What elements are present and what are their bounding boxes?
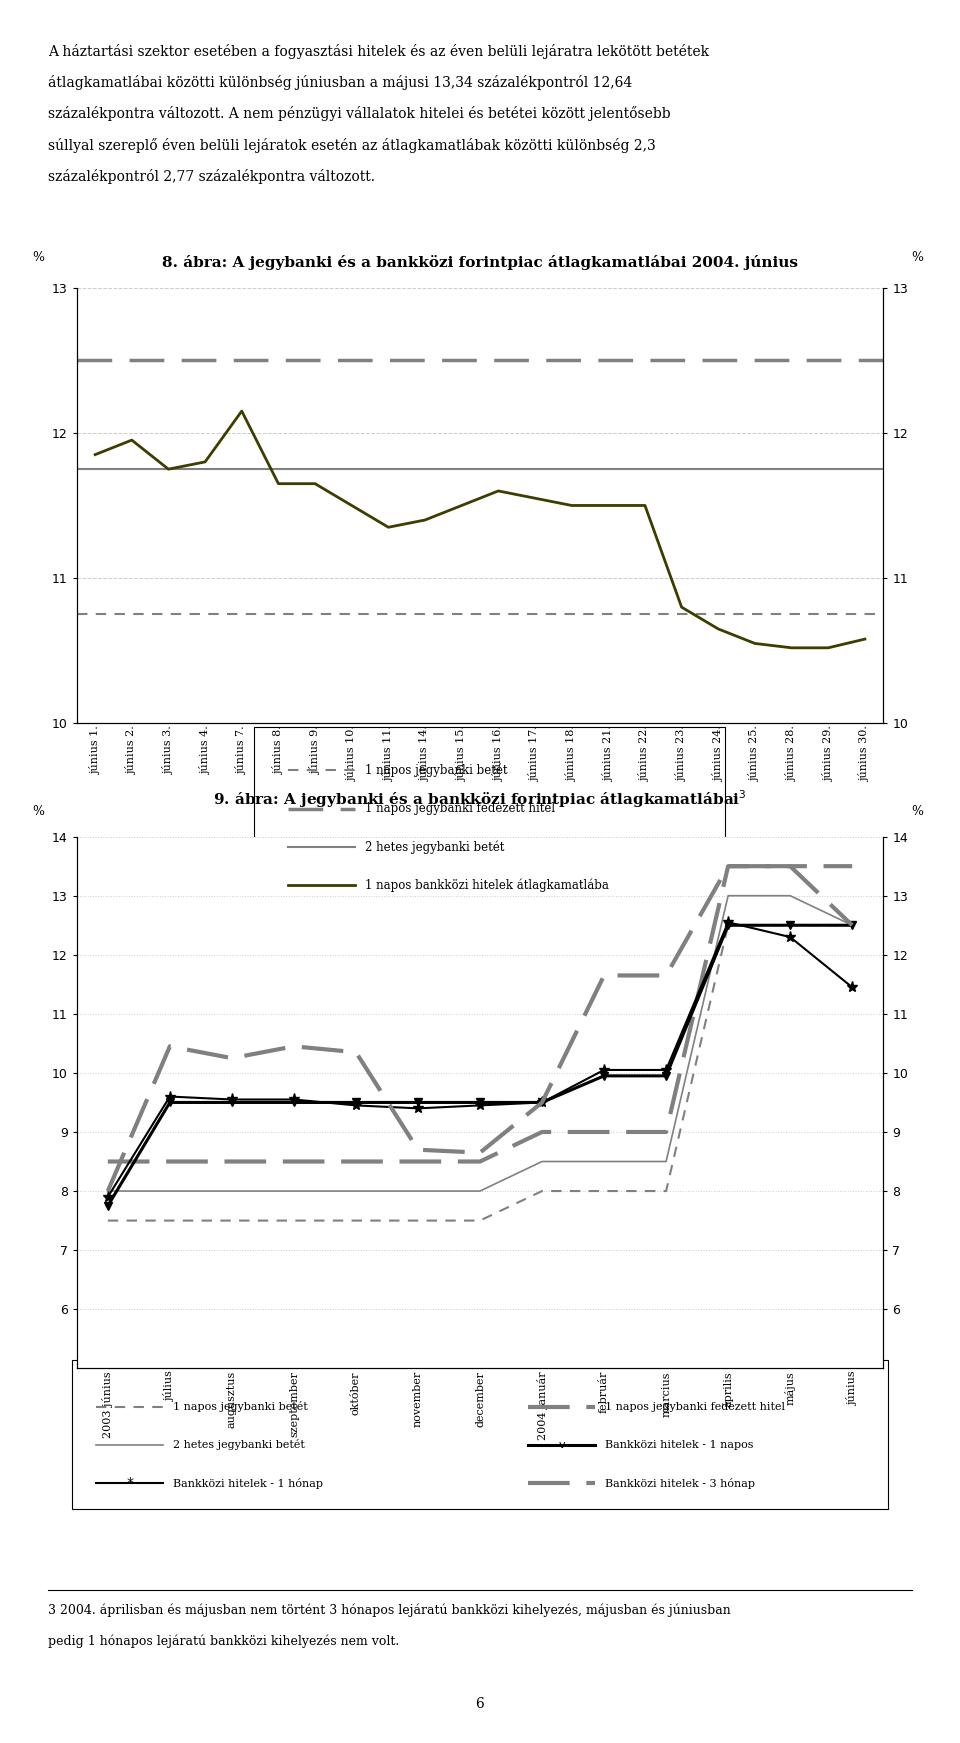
Text: *: * xyxy=(126,1476,133,1490)
Text: Bankközi hitelek - 1 hónap: Bankközi hitelek - 1 hónap xyxy=(173,1478,323,1489)
Text: 1 napos jegybanki fedezett hitel: 1 napos jegybanki fedezett hitel xyxy=(365,802,555,816)
Text: 2 hetes jegybanki betét: 2 hetes jegybanki betét xyxy=(173,1440,304,1450)
Text: 3 2004. áprilisban és májusban nem történt 3 hónapos lejáratú bankközi kihelyezé: 3 2004. áprilisban és májusban nem törté… xyxy=(48,1604,731,1618)
Text: 1 napos jegybanki fedezett hitel: 1 napos jegybanki fedezett hitel xyxy=(605,1401,785,1412)
Text: 1 napos bankközi hitelek átlagkamatlába: 1 napos bankközi hitelek átlagkamatlába xyxy=(365,878,609,892)
Text: százalékpontra változott. A nem pénzügyi vállalatok hitelei és betétei között je: százalékpontra változott. A nem pénzügyi… xyxy=(48,106,671,122)
Text: Bankközi hitelek - 3 hónap: Bankközi hitelek - 3 hónap xyxy=(605,1478,755,1489)
Text: 8. ábra: A jegybanki és a bankközi forintpiac átlagkamatlábai 2004. június: 8. ábra: A jegybanki és a bankközi forin… xyxy=(162,254,798,270)
Text: 6: 6 xyxy=(475,1698,485,1712)
Text: 9. ábra: A jegybanki és a bankközi forintpiac átlagkamatlábai$^{3}$: 9. ábra: A jegybanki és a bankközi forin… xyxy=(213,790,747,810)
Text: Bankközi hitelek - 1 napos: Bankközi hitelek - 1 napos xyxy=(605,1440,754,1450)
Text: 2 hetes jegybanki betét: 2 hetes jegybanki betét xyxy=(365,840,504,854)
Text: 1 napos jegybanki betét: 1 napos jegybanki betét xyxy=(365,763,507,777)
Text: A háztartási szektor esetében a fogyasztási hitelek és az éven belüli lejáratra : A háztartási szektor esetében a fogyaszt… xyxy=(48,44,709,59)
Text: százalékpontról 2,77 százalékpontra változott.: százalékpontról 2,77 százalékpontra vált… xyxy=(48,169,375,185)
Text: %: % xyxy=(911,251,924,265)
Text: %: % xyxy=(33,805,44,819)
Text: átlagkamatlábai közötti különbség júniusban a májusi 13,34 százalékpontról 12,64: átlagkamatlábai közötti különbség június… xyxy=(48,75,633,91)
Text: 1 napos jegybanki betét: 1 napos jegybanki betét xyxy=(173,1401,307,1412)
Text: %: % xyxy=(911,805,924,819)
Text: v: v xyxy=(559,1440,564,1450)
Text: pedig 1 hónapos lejáratú bankközi kihelyezés nem volt.: pedig 1 hónapos lejáratú bankközi kihely… xyxy=(48,1635,399,1649)
Text: %: % xyxy=(33,251,44,265)
Text: súllyal szereplő éven belüli lejáratok esetén az átlagkamatlábak közötti különbs: súllyal szereplő éven belüli lejáratok e… xyxy=(48,138,656,153)
